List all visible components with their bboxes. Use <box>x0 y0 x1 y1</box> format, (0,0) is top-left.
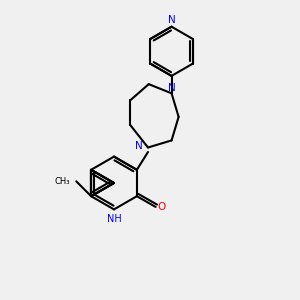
Text: NH: NH <box>106 214 122 224</box>
Text: N: N <box>168 15 176 25</box>
Text: N: N <box>168 83 176 93</box>
Text: O: O <box>157 202 165 212</box>
Text: CH₃: CH₃ <box>54 177 70 186</box>
Text: N: N <box>135 141 142 151</box>
